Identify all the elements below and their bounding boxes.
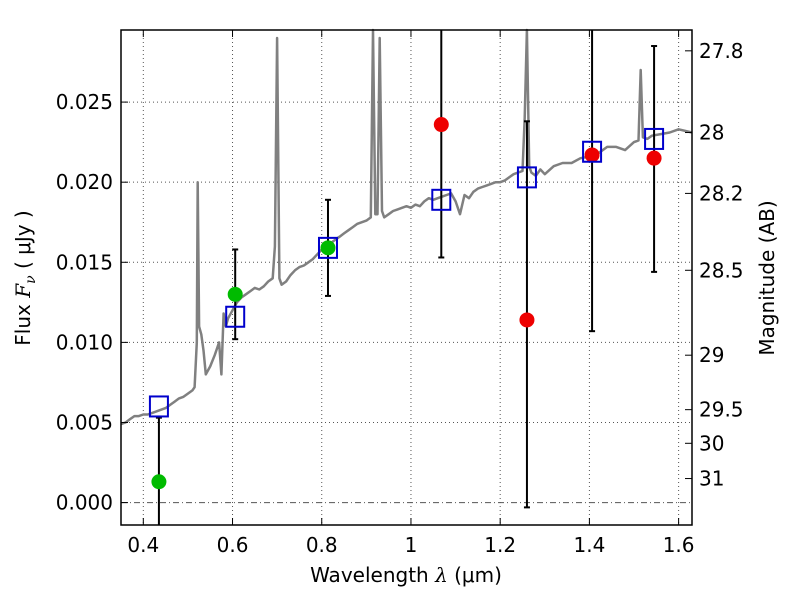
x-tick-label: 1.4 [573, 533, 605, 557]
x-tick-label: 0.8 [306, 533, 338, 557]
y2-tick-label: 31 [699, 467, 724, 491]
non-detection-point [519, 312, 535, 328]
y-axis-label-prefix: Flux [11, 298, 35, 346]
model-photometry-square [431, 188, 452, 211]
x-tick-label: 0.6 [217, 533, 249, 557]
error-bar-layer [155, 30, 658, 525]
non-detection-point [646, 150, 662, 166]
y-axis-label-unit: ( μJy ) [11, 210, 35, 275]
y-tick-label: 0.000 [56, 491, 113, 515]
x-axis-label-unit: (μm) [448, 563, 502, 587]
detection-point [151, 474, 167, 490]
y-axis-label-symbol: F [11, 283, 35, 299]
model-photometry-square [582, 140, 603, 163]
y2-tick-label: 29 [699, 343, 724, 367]
y-tick-label: 0.005 [56, 410, 113, 434]
axis-ticks: 0.4 0.6 0.8 1 1.2 1.4 1.6 0.000 0.005 0.010 0.015 0… [56, 30, 744, 557]
plot-frame [120, 29, 693, 526]
x-tick-label: 1.2 [484, 533, 516, 557]
y2-tick-label: 29.5 [699, 398, 744, 422]
x-tick-label: 1 [405, 533, 418, 557]
y2-tick-label: 28.5 [699, 258, 744, 282]
x-axis-label-symbol: λ [434, 563, 448, 587]
model-photometry-square [644, 127, 665, 150]
y2-tick-label: 28 [699, 121, 724, 145]
y2-axis-label: Magnitude (AB) [755, 200, 779, 355]
model-photometry-square [516, 166, 537, 189]
detection-point [320, 240, 336, 256]
x-axis-label-prefix: Wavelength [310, 563, 435, 587]
model-photometry-square [148, 395, 169, 418]
y-axis-label-subscript: ν [23, 275, 39, 284]
y-tick-label: 0.025 [56, 90, 113, 114]
y2-tick-label: 30 [699, 431, 724, 455]
y-tick-label: 0.020 [56, 170, 113, 194]
detection-point [227, 286, 243, 302]
model-photometry-square [225, 305, 246, 328]
grid-lines [121, 30, 692, 525]
y-axis-label: Flux Fν ( μJy ) [11, 210, 39, 345]
y2-tick-label: 28.2 [699, 181, 744, 205]
y-tick-label: 0.010 [56, 330, 113, 354]
x-tick-label: 0.4 [127, 533, 159, 557]
non-detection-point [433, 117, 449, 133]
model-photometry-square [317, 236, 338, 259]
x-axis-label: Wavelength λ (μm) [310, 563, 502, 587]
x-tick-label: 1.6 [663, 533, 695, 557]
non-detection-point [584, 147, 600, 163]
y-tick-label: 0.015 [56, 250, 113, 274]
y2-tick-label: 27.8 [699, 39, 744, 63]
marker-layer [148, 117, 665, 490]
